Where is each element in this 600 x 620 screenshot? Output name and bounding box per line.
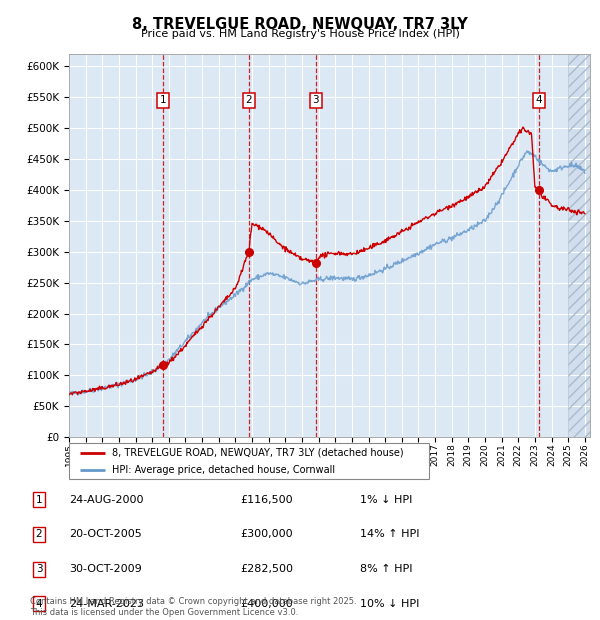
Text: £400,000: £400,000 [240,599,293,609]
Text: 3: 3 [35,564,43,574]
Text: Contains HM Land Registry data © Crown copyright and database right 2025.
This d: Contains HM Land Registry data © Crown c… [30,598,356,617]
Text: 1% ↓ HPI: 1% ↓ HPI [360,495,412,505]
Text: 2: 2 [245,95,252,105]
Text: 1: 1 [35,495,43,505]
Text: 30-OCT-2009: 30-OCT-2009 [69,564,142,574]
Text: 2: 2 [35,529,43,539]
Text: 1: 1 [160,95,166,105]
Text: 14% ↑ HPI: 14% ↑ HPI [360,529,419,539]
Text: 24-MAR-2023: 24-MAR-2023 [69,599,144,609]
Bar [568,54,590,437]
FancyBboxPatch shape [69,443,429,479]
Text: 24-AUG-2000: 24-AUG-2000 [69,495,143,505]
Text: 8, TREVELGUE ROAD, NEWQUAY, TR7 3LY (detached house): 8, TREVELGUE ROAD, NEWQUAY, TR7 3LY (det… [112,448,404,458]
Text: 8% ↑ HPI: 8% ↑ HPI [360,564,413,574]
Text: Price paid vs. HM Land Registry's House Price Index (HPI): Price paid vs. HM Land Registry's House … [140,29,460,39]
Text: 4: 4 [535,95,542,105]
Text: 3: 3 [313,95,319,105]
Text: £300,000: £300,000 [240,529,293,539]
Text: 4: 4 [35,599,43,609]
Text: £282,500: £282,500 [240,564,293,574]
Text: 8, TREVELGUE ROAD, NEWQUAY, TR7 3LY: 8, TREVELGUE ROAD, NEWQUAY, TR7 3LY [132,17,468,32]
Text: 20-OCT-2005: 20-OCT-2005 [69,529,142,539]
Text: 10% ↓ HPI: 10% ↓ HPI [360,599,419,609]
Text: HPI: Average price, detached house, Cornwall: HPI: Average price, detached house, Corn… [112,464,335,475]
Text: £116,500: £116,500 [240,495,293,505]
Bar [568,54,590,437]
